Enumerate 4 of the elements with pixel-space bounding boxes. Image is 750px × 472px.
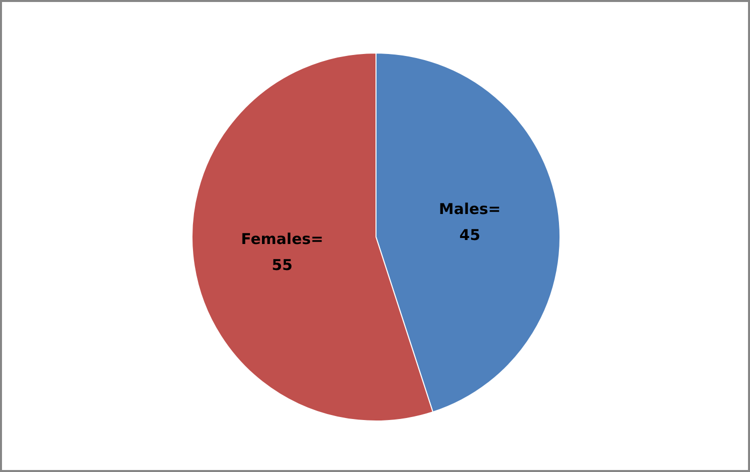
slice-label: Females= [240, 230, 324, 248]
slice-label: Males= [438, 200, 501, 218]
data-label: 45 [459, 226, 480, 244]
data-label: 55 [272, 256, 293, 274]
